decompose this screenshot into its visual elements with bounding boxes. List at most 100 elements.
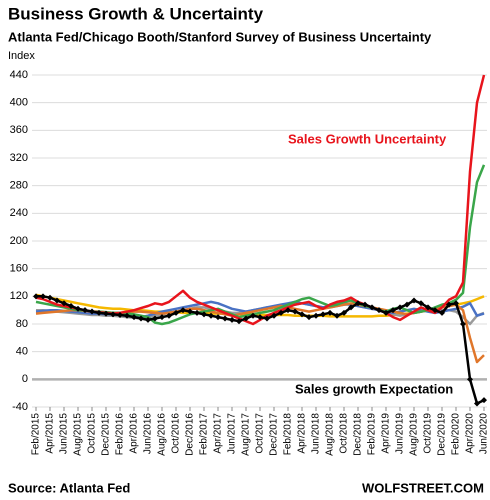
x-tick-label: Dec/2017: [269, 413, 280, 456]
marker: [334, 312, 340, 319]
marker: [306, 314, 312, 321]
y-axis-label: Index: [8, 50, 35, 62]
marker: [194, 309, 200, 316]
y-tick-label: 0: [22, 373, 28, 385]
x-tick-label: Dec/2018: [353, 413, 364, 456]
credit: WOLFSTREET.COM: [362, 480, 484, 495]
y-tick-label: 320: [10, 152, 28, 164]
marker: [320, 311, 326, 318]
marker: [243, 315, 249, 322]
marker: [453, 300, 459, 307]
marker: [138, 315, 144, 322]
marker: [285, 307, 291, 314]
x-tick-label: Apr/2016: [129, 413, 140, 454]
series-line: [35, 164, 486, 326]
marker: [54, 297, 60, 304]
marker: [376, 307, 382, 314]
x-tick-label: Aug/2015: [73, 413, 84, 456]
y-tick-label: -40: [12, 401, 28, 413]
marker: [299, 311, 305, 318]
x-tick-label: Dec/2015: [101, 413, 112, 456]
marker: [432, 307, 438, 314]
x-tick-label: Jun/2015: [59, 413, 70, 455]
chart-subtitle: Atlanta Fed/Chicago Booth/Stanford Surve…: [8, 29, 432, 44]
x-tick-label: Aug/2018: [325, 413, 336, 456]
marker: [201, 311, 207, 318]
marker: [292, 308, 298, 315]
y-tick-label: 400: [10, 97, 28, 109]
marker: [383, 309, 389, 316]
marker: [173, 309, 179, 316]
marker: [208, 312, 214, 319]
marker: [390, 307, 396, 314]
x-tick-label: Apr/2018: [297, 413, 308, 454]
marker: [131, 314, 137, 321]
marker: [250, 312, 256, 319]
marker: [75, 305, 81, 312]
marker: [222, 315, 228, 322]
x-tick-label: Jun/2019: [395, 413, 406, 455]
y-tick-label: 360: [10, 124, 28, 136]
marker: [460, 321, 466, 327]
annotation: Sales Growth Uncertainty: [288, 131, 447, 146]
series-line: [35, 74, 486, 326]
x-tick-label: Dec/2016: [185, 413, 196, 456]
marker: [278, 309, 284, 316]
x-tick-label: Jun/2020: [479, 413, 490, 455]
marker: [47, 294, 53, 301]
source: Source: Atlanta Fed: [8, 480, 130, 495]
marker: [418, 300, 424, 307]
x-tick-label: Feb/2020: [451, 413, 462, 456]
marker: [474, 400, 480, 407]
x-tick-label: Oct/2016: [171, 413, 182, 454]
x-tick-label: Aug/2016: [157, 413, 168, 456]
marker: [110, 311, 116, 318]
marker: [236, 318, 242, 325]
y-tick-label: 120: [10, 290, 28, 302]
y-tick-label: 240: [10, 207, 28, 219]
marker: [61, 300, 67, 307]
y-tick-label: 280: [10, 180, 28, 192]
marker: [257, 314, 263, 321]
marker: [313, 312, 319, 319]
x-tick-label: Oct/2017: [255, 413, 266, 454]
marker: [404, 301, 410, 308]
x-tick-label: Feb/2016: [115, 413, 126, 456]
marker: [411, 297, 417, 304]
x-tick-label: Jun/2018: [311, 413, 322, 455]
marker: [103, 310, 109, 317]
x-tick-label: Oct/2018: [339, 413, 350, 454]
chart-title: Business Growth & Uncertainty: [8, 4, 264, 23]
marker: [446, 301, 452, 308]
x-tick-label: Oct/2019: [423, 413, 434, 454]
x-tick-label: Dec/2019: [437, 413, 448, 456]
marker: [355, 300, 361, 307]
marker: [362, 301, 368, 308]
marker: [341, 309, 347, 316]
marker: [96, 309, 102, 316]
marker: [180, 307, 186, 314]
x-tick-label: Aug/2017: [241, 413, 252, 456]
x-tick-label: Feb/2018: [283, 413, 294, 456]
annotation: Sales growth Expectation: [295, 381, 453, 396]
marker: [33, 293, 39, 300]
x-tick-label: Oct/2015: [87, 413, 98, 454]
marker: [89, 308, 95, 315]
marker: [166, 312, 172, 319]
marker: [152, 315, 158, 322]
marker: [369, 304, 375, 311]
marker: [229, 316, 235, 323]
x-tick-label: Feb/2015: [31, 413, 42, 456]
marker: [467, 376, 473, 383]
marker: [425, 304, 431, 311]
marker: [348, 304, 354, 311]
marker: [187, 308, 193, 315]
y-tick-label: 160: [10, 263, 28, 275]
marker: [264, 315, 270, 322]
y-tick-label: 80: [16, 318, 28, 330]
marker: [439, 309, 445, 316]
marker: [215, 314, 221, 321]
y-tick-label: 440: [10, 69, 28, 81]
marker: [397, 304, 403, 311]
